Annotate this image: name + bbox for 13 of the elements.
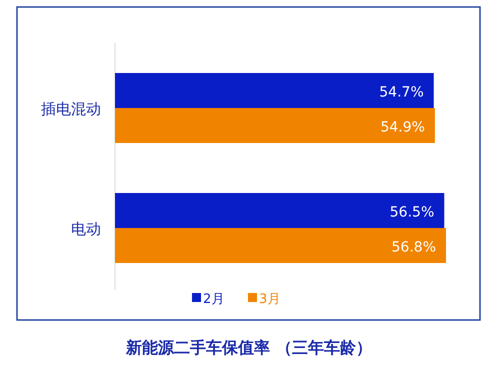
bar (115, 108, 435, 143)
bar (115, 193, 444, 228)
bar (115, 73, 434, 108)
y-tick-label: 插电混动 (41, 100, 101, 118)
legend-label: 3月 (259, 292, 280, 307)
bar (115, 228, 446, 263)
data-label: 56.5% (390, 204, 434, 220)
text: 新能源二手车保值率 （三年车龄） (125, 338, 372, 357)
data-label: 56.8% (392, 240, 436, 256)
y-tick-label: 电动 (71, 220, 101, 238)
data-label: 54.7% (379, 84, 424, 100)
data-label: 54.9% (380, 120, 425, 136)
legend-label: 2月 (203, 292, 224, 307)
